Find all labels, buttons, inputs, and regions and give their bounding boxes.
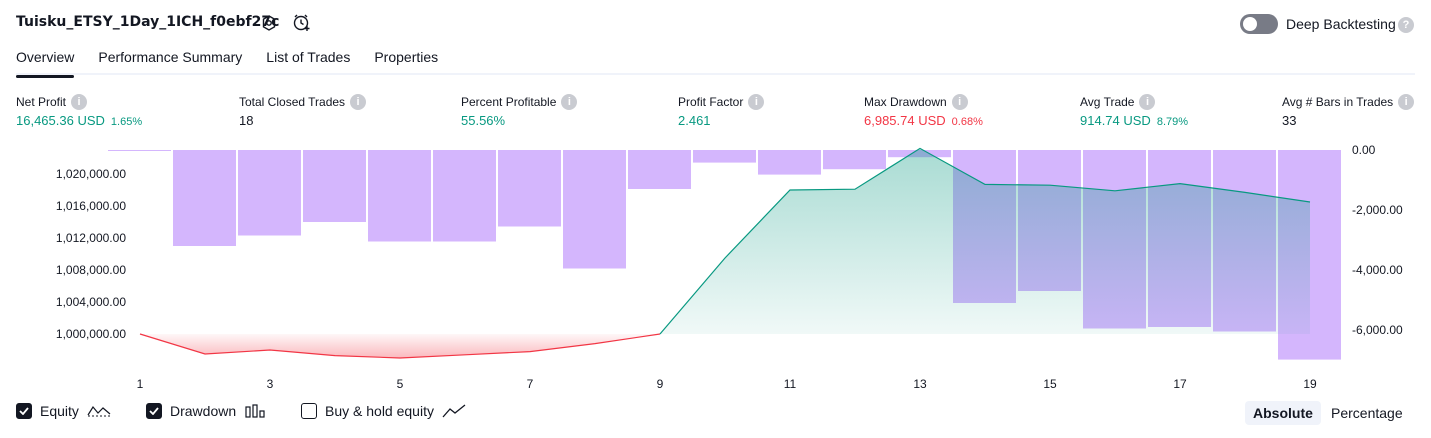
metric-net-profit: Net Profit i 16,465.36 USD 1.65% bbox=[16, 94, 142, 128]
x-axis-tick: 1 bbox=[137, 377, 144, 391]
metric-avg-bars-in-trades: Avg # Bars in Trades i 33 bbox=[1282, 94, 1415, 128]
right-axis-tick: -6,000.00 bbox=[1352, 323, 1403, 337]
metric-profit-factor: Profit Factor i 2.461 bbox=[678, 94, 765, 128]
drawdown-bar bbox=[498, 150, 561, 227]
legend-drawdown[interactable]: Drawdown bbox=[146, 403, 266, 419]
tab-performance-summary[interactable]: Performance Summary bbox=[98, 49, 243, 65]
settings-icon[interactable] bbox=[258, 12, 280, 34]
info-icon[interactable]: i bbox=[561, 94, 578, 110]
metric-value: 33 bbox=[1282, 113, 1297, 128]
metric-value: 914.74 USD bbox=[1080, 113, 1151, 128]
right-axis-tick: -4,000.00 bbox=[1352, 263, 1403, 277]
metric-max-drawdown: Max Drawdown i 6,985.74 USD 0.68% bbox=[864, 94, 983, 128]
info-icon[interactable]: i bbox=[748, 94, 765, 110]
x-axis-tick: 19 bbox=[1303, 377, 1317, 391]
bar-chart-icon bbox=[245, 404, 265, 418]
info-icon[interactable]: i bbox=[951, 94, 968, 110]
metric-value: 6,985.74 USD bbox=[864, 113, 946, 128]
tab-bar: Overview Performance Summary List of Tra… bbox=[16, 47, 462, 78]
metric-value: 16,465.36 USD bbox=[16, 113, 105, 128]
equity-line-below bbox=[139, 333, 661, 359]
absolute-mode-button[interactable]: Absolute bbox=[1245, 401, 1321, 425]
info-icon[interactable]: i bbox=[1139, 94, 1156, 110]
x-axis-tick: 11 bbox=[784, 377, 797, 391]
drawdown-bar bbox=[693, 150, 756, 163]
metric-percent: 8.79% bbox=[1156, 116, 1189, 128]
left-axis-tick: 1,000,000.00 bbox=[56, 327, 126, 341]
x-axis-tick: 5 bbox=[397, 377, 404, 391]
left-axis-tick: 1,008,000.00 bbox=[56, 263, 126, 277]
left-axis-tick: 1,012,000.00 bbox=[56, 231, 126, 245]
metric-value: 2.461 bbox=[678, 113, 711, 128]
buy-hold-label: Buy & hold equity bbox=[325, 403, 434, 419]
drawdown-bar bbox=[368, 150, 431, 242]
deep-backtesting-toggle[interactable] bbox=[1240, 14, 1278, 34]
deep-backtesting-label: Deep Backtesting bbox=[1286, 16, 1396, 32]
help-icon[interactable]: ? bbox=[1398, 17, 1414, 33]
drawdown-label: Drawdown bbox=[170, 403, 237, 419]
buy-hold-checkbox[interactable] bbox=[301, 403, 317, 419]
drawdown-checkbox[interactable] bbox=[146, 403, 162, 419]
drawdown-bar bbox=[628, 150, 691, 189]
equity-label: Equity bbox=[40, 403, 79, 419]
equity-line-above bbox=[659, 147, 1311, 335]
metric-label: Avg Trade bbox=[1080, 95, 1135, 109]
percentage-mode-button[interactable]: Percentage bbox=[1331, 405, 1403, 421]
drawdown-bar bbox=[433, 150, 496, 242]
alert-clock-icon[interactable] bbox=[291, 12, 313, 34]
x-axis-tick: 9 bbox=[657, 377, 664, 391]
equity-above-area bbox=[660, 148, 1310, 334]
tab-properties[interactable]: Properties bbox=[374, 49, 439, 65]
info-icon[interactable]: i bbox=[350, 94, 367, 110]
right-axis-tick: 0.00 bbox=[1352, 143, 1376, 157]
metric-label: Avg # Bars in Trades bbox=[1282, 95, 1394, 109]
equity-checkbox[interactable] bbox=[16, 403, 32, 419]
left-axis-tick: 1,016,000.00 bbox=[56, 199, 126, 213]
strategy-title: Tuisku_ETSY_1Day_1ICH_f0ebf27c bbox=[16, 14, 280, 30]
metric-percent: 1.65% bbox=[110, 116, 143, 128]
metric-label: Total Closed Trades bbox=[239, 95, 346, 109]
x-axis-tick: 3 bbox=[267, 377, 274, 391]
x-axis-tick: 13 bbox=[913, 377, 927, 391]
metric-percent-profitable: Percent Profitable i 55.56% bbox=[461, 94, 578, 128]
right-axis-tick: -2,000.00 bbox=[1352, 203, 1403, 217]
drawdown-bar bbox=[303, 150, 366, 222]
tab-divider bbox=[16, 73, 1415, 75]
left-axis-tick: 1,004,000.00 bbox=[56, 295, 126, 309]
x-axis-tick: 7 bbox=[527, 377, 534, 391]
legend-buy-hold[interactable]: Buy & hold equity bbox=[301, 403, 466, 419]
metric-total-closed-trades: Total Closed Trades i 18 bbox=[239, 94, 367, 128]
metric-label: Net Profit bbox=[16, 95, 67, 109]
metric-value: 18 bbox=[239, 113, 254, 128]
tab-overview[interactable]: Overview bbox=[16, 47, 75, 78]
metric-label: Max Drawdown bbox=[864, 95, 947, 109]
equity-drawdown-chart[interactable]: 1,000,000.00 1,004,000.00 1,008,000.00 1,01… bbox=[0, 140, 1431, 395]
metric-label: Profit Factor bbox=[678, 95, 744, 109]
left-axis-tick: 1,020,000.00 bbox=[56, 167, 126, 181]
tab-list-of-trades[interactable]: List of Trades bbox=[266, 49, 351, 65]
metric-value: 55.56% bbox=[461, 113, 506, 128]
drawdown-bar bbox=[238, 150, 301, 236]
info-icon[interactable]: i bbox=[71, 94, 88, 110]
trend-line-icon bbox=[442, 404, 466, 418]
metric-avg-trade: Avg Trade i 914.74 USD 8.79% bbox=[1080, 94, 1188, 128]
equity-below-area bbox=[140, 334, 660, 358]
drawdown-bar bbox=[108, 150, 171, 151]
equity-line-icon bbox=[87, 405, 111, 417]
drawdown-bar bbox=[823, 150, 886, 170]
drawdown-bar bbox=[758, 150, 821, 175]
legend-equity[interactable]: Equity bbox=[16, 403, 111, 419]
metric-label: Percent Profitable bbox=[461, 95, 557, 109]
info-icon[interactable]: i bbox=[1398, 94, 1415, 110]
drawdown-bar bbox=[563, 150, 626, 269]
x-axis-tick: 17 bbox=[1173, 377, 1187, 391]
drawdown-bar bbox=[173, 150, 236, 246]
metric-percent: 0.68% bbox=[951, 116, 983, 128]
x-axis-tick: 15 bbox=[1043, 377, 1057, 391]
